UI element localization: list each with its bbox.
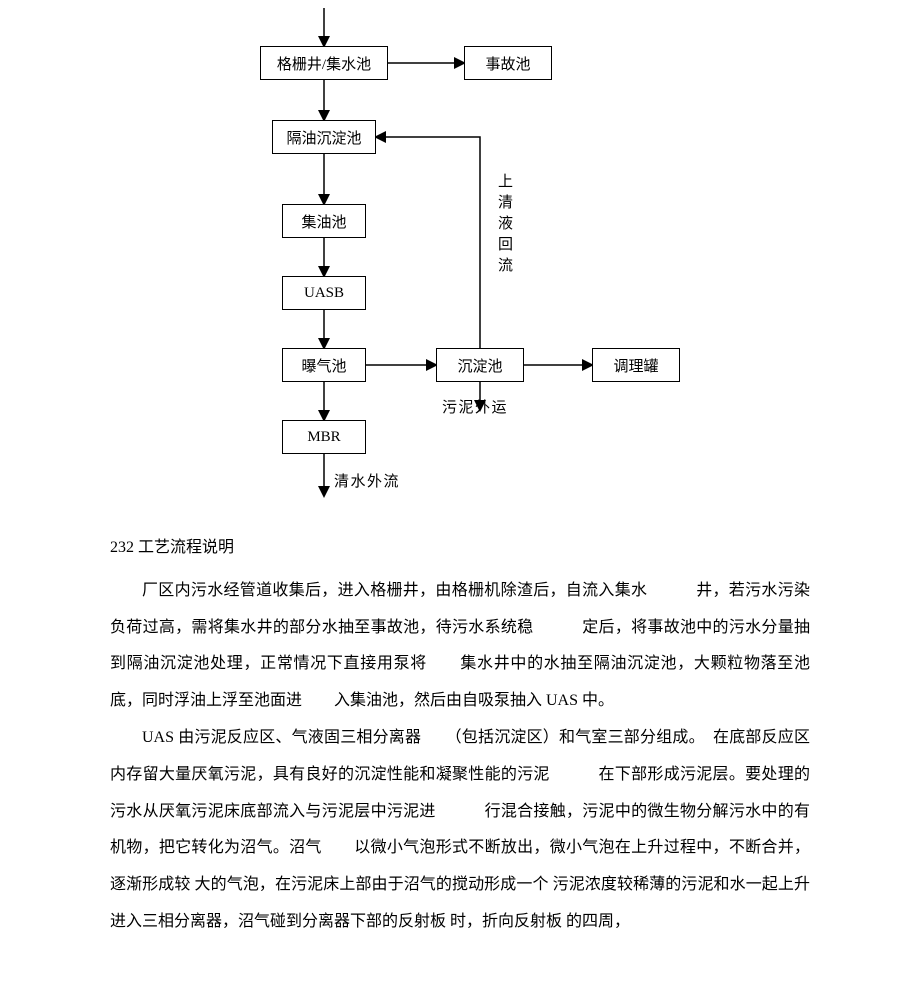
flow-node-n1: 格栅井/集水池 xyxy=(260,46,388,80)
flow-node-n4: 集油池 xyxy=(282,204,366,238)
flow-node-n7: 沉淀池 xyxy=(436,348,524,382)
flow-node-n9: MBR xyxy=(282,420,366,454)
edge-label-out1: 清水外流 xyxy=(334,470,400,491)
flow-node-n2: 事故池 xyxy=(464,46,552,80)
edge-label-recycle: 上清液回流 xyxy=(498,172,515,277)
flowchart-canvas: 格栅井/集水池 事故池隔油沉淀池集油池 UASB 曝气池 沉淀池 调理罐 MBR 上清液回流清… xyxy=(0,0,920,520)
paragraph-2: UAS 由污泥反应区、气液固三相分离器 （包括沉淀区）和气室三部分组成。 在底部… xyxy=(110,720,810,941)
edge-label-out2: 污泥外运 xyxy=(442,396,508,417)
flow-node-n3: 隔油沉淀池 xyxy=(272,120,376,154)
section-heading: 232 工艺流程说明 xyxy=(110,530,810,567)
paragraph-1: 厂区内污水经管道收集后，进入格栅井，由格栅机除渣后，自流入集水 井，若污水污染负… xyxy=(110,573,810,720)
flow-node-n6: 曝气池 xyxy=(282,348,366,382)
flow-node-n8: 调理罐 xyxy=(592,348,680,382)
flow-node-n5: UASB xyxy=(282,276,366,310)
body-text: 232 工艺流程说明 厂区内污水经管道收集后，进入格栅井，由格栅机除渣后，自流入… xyxy=(0,530,920,981)
flowchart-edges xyxy=(0,0,920,520)
